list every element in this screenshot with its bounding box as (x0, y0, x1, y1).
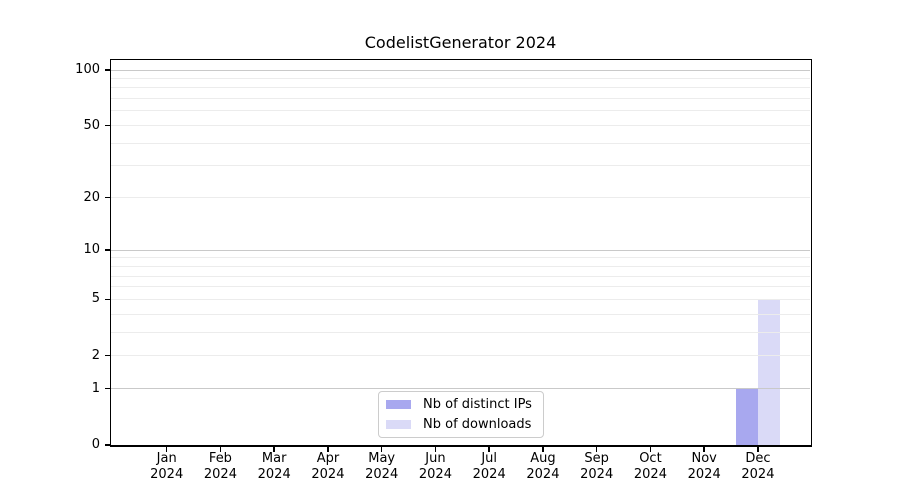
gridline-minor-90 (111, 77, 810, 79)
x-tick-year: 2024 (580, 467, 614, 482)
gridline-minor-3 (111, 331, 810, 333)
x-tick-month: Mar (261, 451, 287, 466)
x-tick-label-oct: Oct 2024 (618, 451, 682, 483)
y-tick-mark-50 (104, 124, 110, 127)
x-tick-mark-jan (165, 446, 168, 452)
y-tick-label-2: 2 (91, 347, 100, 363)
x-tick-year: 2024 (365, 467, 399, 482)
x-tick-year: 2024 (150, 467, 184, 482)
bar-nb-of-downloads-dec (757, 299, 780, 445)
x-tick-month: Sep (584, 451, 609, 466)
gridline-minor-30 (111, 165, 810, 167)
y-tick-mark-5 (104, 298, 110, 301)
legend-label-distinct-ips: Nb of distinct IPs (423, 397, 532, 412)
x-tick-year: 2024 (472, 467, 506, 482)
legend-label-downloads: Nb of downloads (423, 417, 532, 432)
x-tick-label-nov: Nov 2024 (672, 451, 736, 483)
plot-spine-bottom (109, 445, 812, 447)
legend-swatch-downloads (386, 420, 411, 429)
x-tick-label-sep: Sep 2024 (565, 451, 629, 483)
x-tick-label-jun: Jun 2024 (403, 451, 467, 483)
x-tick-year: 2024 (741, 467, 775, 482)
x-tick-month: Jan (156, 451, 177, 466)
x-tick-label-dec: Dec 2024 (726, 451, 790, 483)
x-tick-mark-may (380, 446, 383, 452)
x-tick-mark-jun (434, 446, 437, 452)
y-tick-label-20: 20 (83, 189, 100, 205)
x-tick-year: 2024 (526, 467, 560, 482)
y-tick-label-5: 5 (91, 291, 100, 307)
y-tick-label-0: 0 (91, 437, 100, 452)
gridline-minor-6 (111, 286, 810, 288)
x-tick-mark-mar (273, 446, 275, 452)
gridline-minor-70 (111, 98, 810, 100)
gridline-minor-9 (111, 257, 810, 259)
x-tick-label-jul: Jul 2024 (457, 451, 521, 483)
x-tick-month: Apr (316, 451, 340, 466)
x-tick-year: 2024 (311, 467, 345, 482)
legend-entry-downloads: Nb of downloads (386, 416, 543, 433)
y-tick-mark-1 (104, 387, 110, 390)
x-tick-mark-oct (649, 446, 652, 452)
legend: Nb of distinct IPs Nb of downloads (378, 391, 544, 438)
gridline-minor-20 (111, 197, 810, 199)
y-tick-label-50: 50 (83, 117, 100, 133)
x-tick-mark-nov (703, 446, 705, 452)
gridline-minor-50 (111, 125, 810, 127)
x-tick-label-mar: Mar 2024 (242, 451, 306, 483)
gridline-minor-5 (111, 298, 810, 300)
plot-spine-left (109, 58, 111, 447)
plot-spine-right (810, 58, 812, 447)
x-tick-month: Feb (208, 451, 232, 466)
y-tick-mark-0 (104, 444, 110, 446)
x-tick-mark-dec (757, 446, 759, 452)
x-tick-mark-jul (488, 446, 490, 452)
plot-spine-top (109, 58, 812, 60)
y-tick-mark-20 (104, 196, 110, 199)
gridline-minor-7 (111, 275, 810, 277)
x-tick-year: 2024 (633, 467, 667, 482)
gridline-major-1 (111, 388, 810, 390)
x-tick-mark-apr (327, 446, 329, 452)
y-tick-label-1: 1 (91, 380, 100, 396)
x-tick-label-aug: Aug 2024 (511, 451, 575, 483)
gridline-minor-2 (111, 355, 810, 357)
chart-title: CodelistGenerator 2024 (364, 33, 557, 52)
x-tick-month: May (368, 451, 396, 466)
x-tick-month: Jul (481, 451, 498, 466)
y-tick-mark-2 (104, 354, 110, 357)
gridline-minor-40 (111, 142, 810, 144)
gridline-minor-4 (111, 313, 810, 315)
x-tick-year: 2024 (687, 467, 721, 482)
gridline-minor-8 (111, 265, 810, 267)
gridline-major-10 (111, 249, 810, 251)
x-tick-label-feb: Feb 2024 (188, 451, 252, 483)
x-tick-year: 2024 (418, 467, 452, 482)
x-tick-mark-feb (219, 446, 222, 452)
x-tick-label-jan: Jan 2024 (135, 451, 199, 483)
x-tick-year: 2024 (203, 467, 237, 482)
x-tick-month: Aug (530, 451, 556, 466)
y-tick-mark-10 (104, 249, 110, 251)
x-tick-year: 2024 (257, 467, 291, 482)
y-tick-label-100: 100 (75, 62, 100, 77)
x-tick-label-apr: Apr 2024 (296, 451, 360, 483)
x-tick-month: Jun (425, 451, 446, 466)
x-tick-mark-aug (542, 446, 544, 452)
x-tick-month: Nov (691, 451, 717, 466)
gridline-minor-80 (111, 87, 810, 89)
x-tick-month: Dec (745, 451, 771, 466)
x-tick-label-may: May 2024 (350, 451, 414, 483)
x-tick-mark-sep (595, 446, 598, 452)
y-tick-mark-100 (104, 69, 110, 71)
gridline-minor-60 (111, 110, 810, 112)
legend-entry-distinct-ips: Nb of distinct IPs (386, 396, 543, 413)
bar-nb-of-distinct-ips-dec (736, 388, 758, 445)
y-tick-label-10: 10 (83, 242, 100, 258)
gridline-major-100 (111, 69, 810, 71)
x-tick-month: Oct (639, 451, 662, 466)
legend-swatch-distinct-ips (386, 400, 411, 409)
